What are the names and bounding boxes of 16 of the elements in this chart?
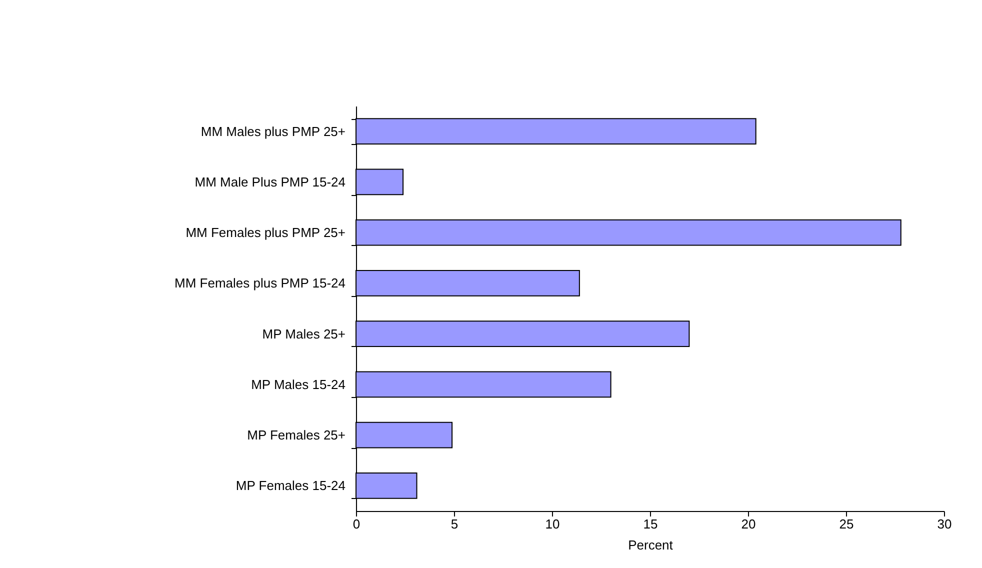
x-axis-title: Percent: [628, 538, 674, 552]
y-tick-label: MM Male Plus PMP 15-24: [194, 174, 346, 190]
x-tick-label: 5: [450, 516, 458, 532]
y-tick-label: MM Females plus PMP 15-24: [174, 276, 346, 291]
y-tick-label: MP Females 15-24: [236, 478, 346, 494]
y-tick-label: MM Females plus PMP 25+: [186, 225, 346, 240]
y-tick-label: MP Males 15-24: [251, 376, 346, 392]
x-tick-label: 10: [545, 516, 560, 532]
y-tick-label: MP Females 25+: [247, 428, 346, 443]
x-tick-label: 0: [352, 516, 360, 532]
x-tick-label: 15: [643, 516, 658, 532]
y-tick-label: MP Males 25+: [262, 326, 346, 342]
y-tick-label: MM Males plus PMP 25+: [200, 124, 346, 139]
x-tick-label: 30: [937, 516, 952, 532]
x-tick-label: 20: [741, 516, 756, 532]
x-tick-label: 25: [839, 516, 854, 532]
